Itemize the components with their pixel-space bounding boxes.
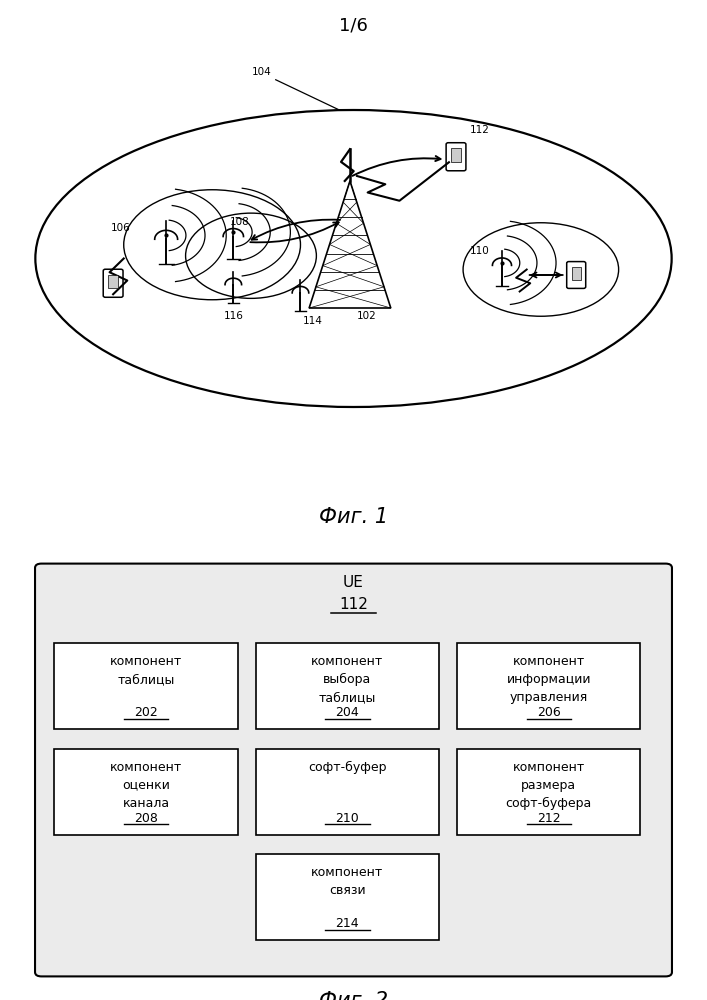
Text: Фиг. 1: Фиг. 1: [319, 507, 388, 527]
Text: компонент: компонент: [311, 866, 383, 879]
Text: оценки: оценки: [122, 779, 170, 792]
Text: 106: 106: [111, 223, 131, 233]
Text: софт-буфер: софт-буфер: [308, 761, 387, 774]
FancyBboxPatch shape: [256, 748, 439, 834]
FancyBboxPatch shape: [256, 643, 439, 729]
Bar: [571, 267, 581, 280]
Text: софт-буфера: софт-буфера: [506, 797, 592, 810]
FancyBboxPatch shape: [54, 643, 238, 729]
FancyBboxPatch shape: [256, 854, 439, 940]
Text: компонент: компонент: [513, 655, 585, 668]
FancyBboxPatch shape: [103, 269, 123, 297]
Text: 206: 206: [537, 706, 561, 719]
Text: 208: 208: [134, 812, 158, 825]
Text: связи: связи: [329, 884, 366, 897]
Text: 116: 116: [223, 311, 243, 321]
Text: 214: 214: [336, 917, 359, 930]
Text: управления: управления: [510, 691, 588, 704]
Text: UE: UE: [343, 575, 364, 590]
Bar: [451, 148, 461, 162]
Text: выбора: выбора: [323, 673, 371, 686]
FancyBboxPatch shape: [35, 564, 672, 976]
Text: 112: 112: [470, 125, 490, 135]
Text: Фиг. 2: Фиг. 2: [319, 991, 388, 1000]
FancyBboxPatch shape: [457, 748, 641, 834]
Text: 114: 114: [303, 316, 322, 326]
Text: информации: информации: [506, 673, 591, 686]
Text: 112: 112: [339, 597, 368, 612]
FancyBboxPatch shape: [567, 262, 585, 288]
Text: компонент: компонент: [311, 655, 383, 668]
Text: 110: 110: [469, 246, 489, 256]
Text: 108: 108: [230, 217, 250, 227]
Text: таблицы: таблицы: [117, 673, 175, 686]
Text: компонент: компонент: [513, 761, 585, 774]
Text: компонент: компонент: [110, 761, 182, 774]
Text: 212: 212: [537, 812, 561, 825]
Text: 1/6: 1/6: [339, 16, 368, 34]
Text: канала: канала: [122, 797, 170, 810]
Text: компонент: компонент: [110, 655, 182, 668]
Text: размера: размера: [521, 779, 576, 792]
Text: 202: 202: [134, 706, 158, 719]
Text: 104: 104: [252, 67, 271, 77]
FancyBboxPatch shape: [457, 643, 641, 729]
FancyBboxPatch shape: [54, 748, 238, 834]
Text: 210: 210: [336, 812, 359, 825]
FancyBboxPatch shape: [446, 143, 466, 171]
Text: 204: 204: [336, 706, 359, 719]
Bar: [108, 275, 118, 288]
Text: таблицы: таблицы: [319, 691, 376, 704]
Text: 102: 102: [357, 311, 377, 321]
